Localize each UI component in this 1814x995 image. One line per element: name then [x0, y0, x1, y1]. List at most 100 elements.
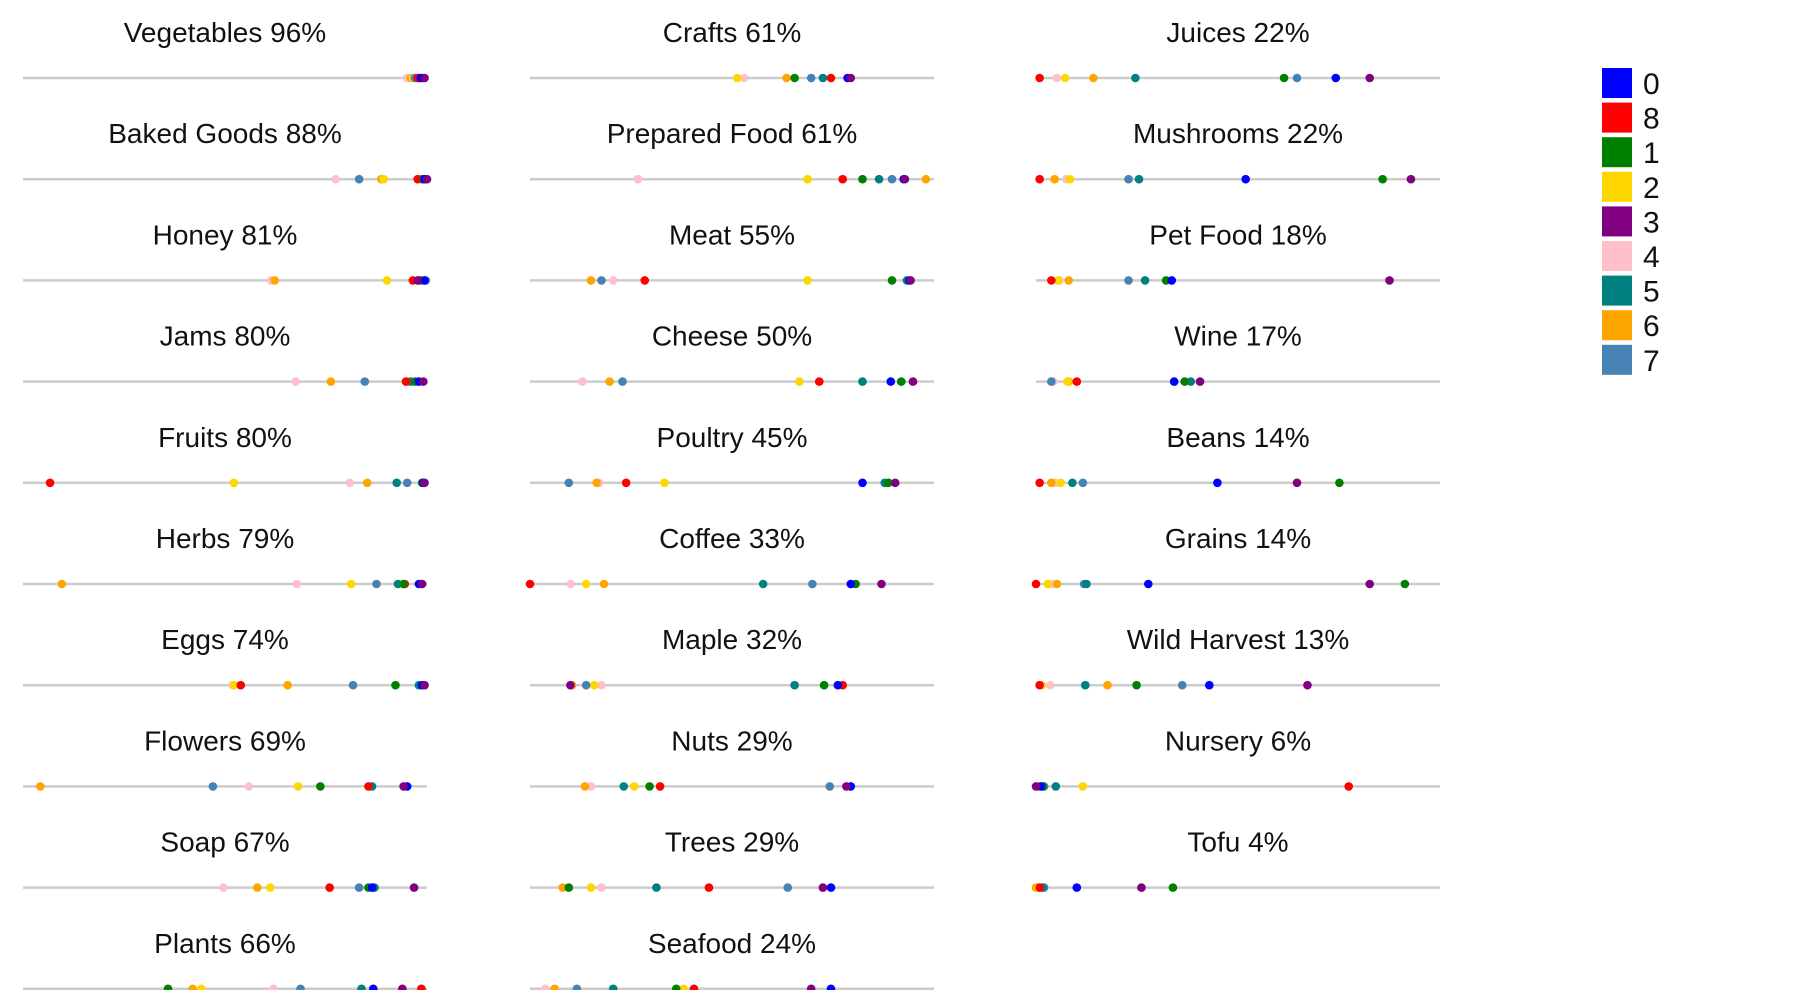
legend-label: 7	[1643, 345, 1660, 378]
data-point-2	[1060, 73, 1070, 83]
panel: Nuts 29%	[530, 725, 934, 791]
data-point-2	[660, 478, 669, 488]
data-point-8	[1035, 680, 1044, 690]
data-point-2	[629, 782, 639, 791]
panel: Crafts 61%	[530, 17, 934, 83]
data-point-2	[803, 276, 812, 285]
data-point-7	[354, 174, 364, 184]
data-point-3	[420, 680, 429, 690]
panel-title: Juices 22%	[1166, 17, 1309, 48]
data-point-2	[382, 276, 392, 285]
data-point-7	[402, 478, 412, 488]
data-point-3	[419, 377, 428, 386]
data-point-1	[1168, 883, 1178, 892]
legend-swatch	[1602, 137, 1632, 168]
legend-label: 6	[1643, 310, 1660, 343]
data-point-5	[1080, 680, 1090, 690]
panel-title: Fruits 80%	[158, 422, 292, 453]
data-point-0	[826, 984, 836, 994]
data-point-6	[362, 478, 372, 488]
data-point-2	[732, 73, 742, 83]
data-point-7	[564, 478, 574, 488]
data-point-3	[1303, 680, 1312, 690]
data-point-8	[401, 377, 411, 386]
data-point-1	[671, 984, 681, 994]
panel: Wine 17%	[1036, 321, 1440, 386]
data-point-8	[525, 579, 535, 589]
data-point-4	[578, 377, 587, 386]
data-point-6	[921, 174, 931, 184]
data-point-7	[808, 579, 817, 589]
data-point-4	[345, 478, 355, 488]
data-point-3	[908, 377, 918, 386]
data-point-7	[348, 680, 358, 690]
panel-title: Prepared Food 61%	[607, 118, 858, 149]
panel: Prepared Food 61%	[530, 118, 934, 184]
panel-title: Wine 17%	[1174, 321, 1302, 352]
panel: Seafood 24%	[530, 928, 934, 994]
data-point-2	[196, 984, 206, 994]
data-point-4	[566, 579, 576, 589]
panel: Flowers 69%	[23, 725, 427, 791]
panel: Vegetables 96%	[23, 17, 429, 83]
panel: Herbs 79%	[23, 523, 427, 589]
data-point-3	[890, 478, 900, 488]
data-point-1	[790, 73, 799, 83]
data-point-2	[1053, 276, 1063, 285]
data-point-0	[1167, 276, 1177, 285]
data-point-7	[1292, 73, 1302, 83]
data-point-5	[619, 782, 629, 791]
panel-title: Crafts 61%	[663, 17, 802, 48]
data-point-7	[597, 276, 606, 285]
data-point-4	[597, 680, 606, 690]
data-point-8	[814, 377, 824, 386]
data-point-2	[346, 579, 356, 589]
data-point-0	[1169, 377, 1179, 386]
panel-title: Beans 14%	[1166, 422, 1309, 453]
data-point-3	[877, 579, 886, 589]
data-point-3	[1385, 276, 1394, 285]
data-point-8	[236, 680, 246, 690]
panel-title: Wild Harvest 13%	[1127, 624, 1350, 655]
data-point-2	[293, 782, 303, 791]
panel: Maple 32%	[530, 624, 934, 690]
data-point-6	[270, 276, 279, 285]
data-point-2	[1078, 782, 1088, 791]
legend-swatch	[1602, 344, 1632, 375]
data-point-5	[392, 478, 402, 488]
data-point-1	[896, 377, 906, 386]
data-point-7	[1177, 680, 1187, 690]
panel-title: Pet Food 18%	[1149, 219, 1326, 250]
data-point-4	[597, 883, 606, 892]
data-point-5	[818, 73, 828, 83]
data-point-5	[1051, 782, 1061, 791]
data-point-0	[1213, 478, 1222, 488]
data-point-6	[592, 478, 601, 488]
data-point-2	[229, 680, 239, 690]
panel-title: Soap 67%	[160, 827, 289, 858]
data-point-5	[608, 984, 618, 994]
data-point-3	[420, 73, 429, 83]
legend-swatch	[1602, 275, 1632, 306]
data-point-5	[874, 174, 884, 184]
legend-label: 5	[1643, 276, 1660, 309]
panel-title: Vegetables 96%	[124, 17, 326, 48]
data-point-6	[1064, 276, 1074, 285]
data-point-0	[368, 984, 378, 994]
data-point-8	[689, 984, 699, 994]
data-point-8	[838, 174, 847, 184]
data-point-3	[1292, 478, 1302, 488]
data-point-5	[1068, 478, 1077, 488]
data-point-0	[833, 680, 843, 690]
data-point-1	[1335, 478, 1344, 488]
data-point-6	[1103, 680, 1112, 690]
data-point-7	[360, 377, 370, 386]
data-point-3	[900, 174, 910, 184]
data-point-2	[589, 680, 599, 690]
panel: Fruits 80%	[23, 422, 429, 488]
data-point-3	[566, 680, 575, 690]
data-point-5	[758, 579, 768, 589]
data-point-8	[1035, 73, 1044, 83]
data-point-2	[1063, 377, 1072, 386]
